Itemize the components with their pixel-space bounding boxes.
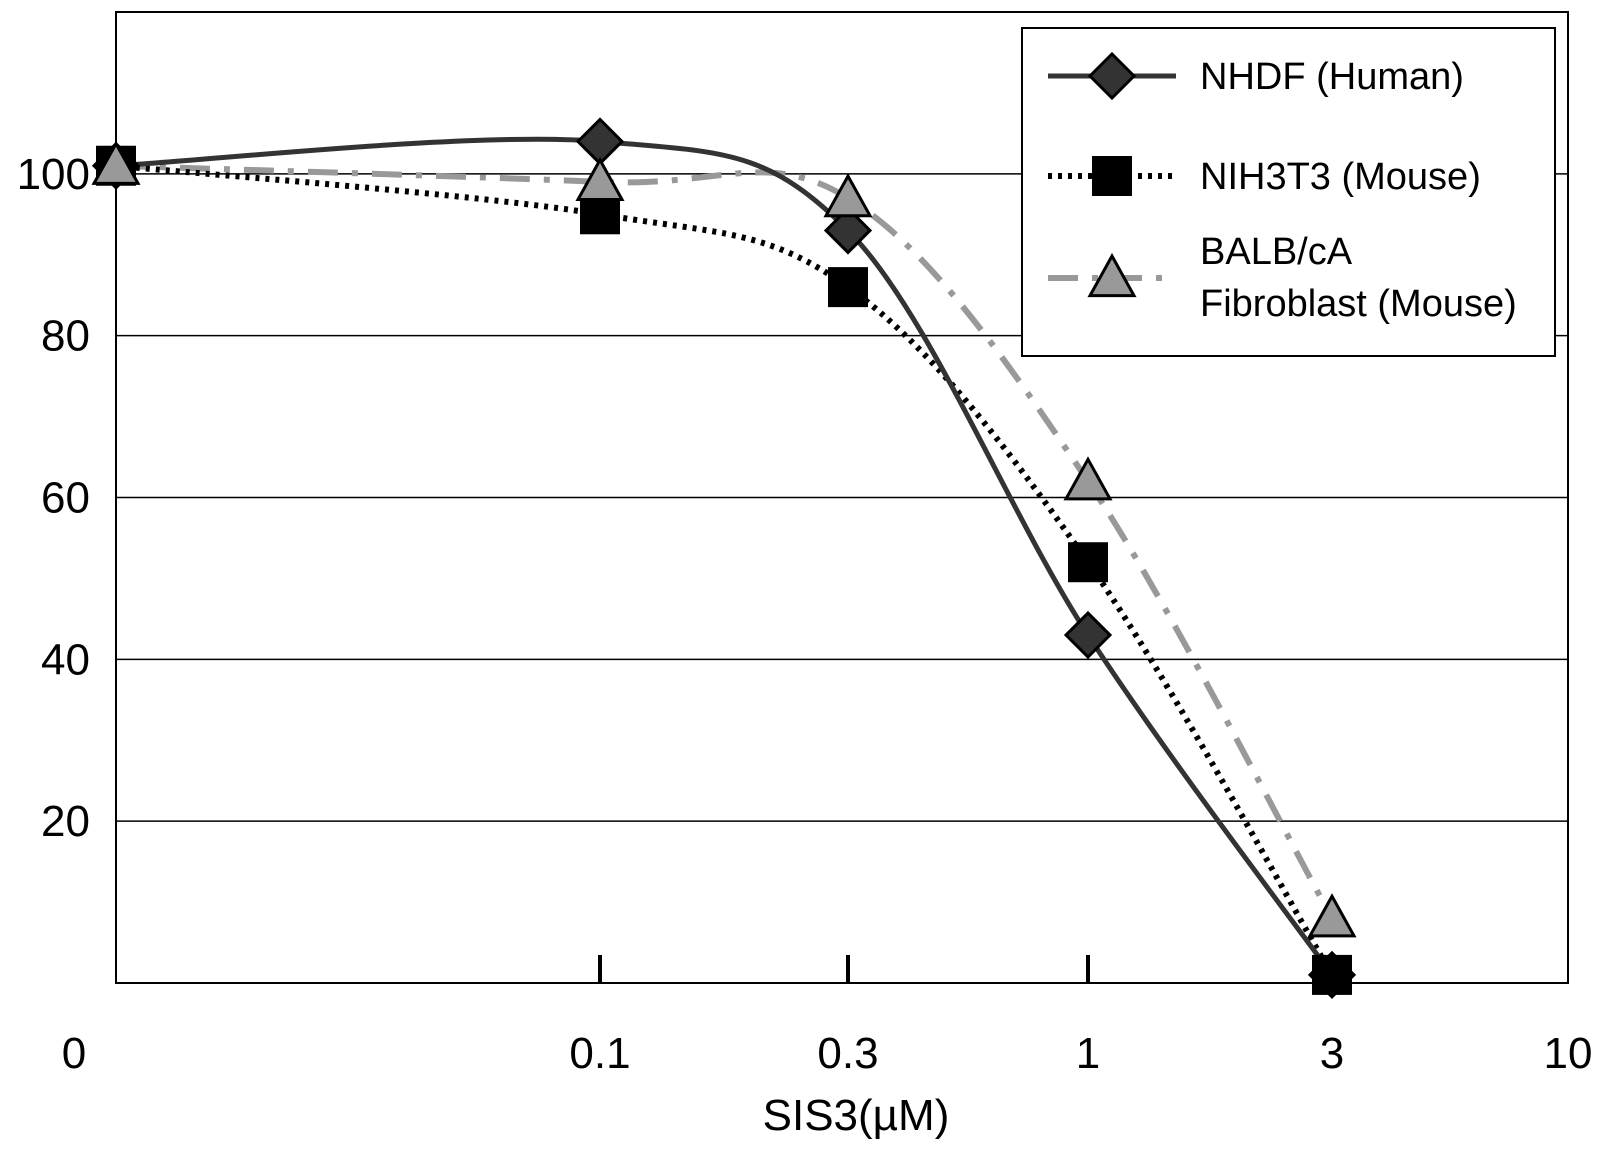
data-point	[823, 173, 873, 218]
legend-marker	[1087, 252, 1137, 298]
x-tick-label: 0	[62, 1029, 86, 1078]
y-tick-label: 60	[41, 474, 90, 523]
x-tick-label: 1	[1076, 1029, 1100, 1078]
y-axis-tick-labels: 20 40 60 80 100	[17, 150, 90, 846]
data-point	[823, 206, 873, 255]
legend: NHDF (Human) NIH3T3 (Mouse) BALB/cA Fibrobl…	[1021, 27, 1556, 357]
y-tick-label: 100	[17, 150, 90, 199]
x-tick-label: 10	[1544, 1029, 1593, 1078]
data-point	[1063, 456, 1113, 501]
series-line	[115, 162, 1335, 977]
legend-label: BALB/cA	[1200, 231, 1353, 273]
legend-label: NHDF (Human)	[1200, 56, 1464, 98]
x-axis-title: SIS3(µM)	[763, 1091, 950, 1140]
y-tick-label: 80	[41, 312, 90, 361]
data-point	[1312, 954, 1352, 995]
x-tick-label: 3	[1320, 1029, 1344, 1078]
x-axis-tick-labels: 0 0.1 0.3 1 3 10	[62, 1029, 1593, 1078]
data-point	[1307, 893, 1357, 938]
legend-marker	[1087, 51, 1137, 101]
plot-area	[115, 11, 1569, 984]
data-point	[828, 267, 868, 308]
y-tick-label: 40	[41, 635, 90, 684]
data-point	[1068, 542, 1108, 583]
x-axis-ticks	[598, 955, 1334, 983]
legend-label: NIH3T3 (Mouse)	[1200, 156, 1481, 198]
legend-marker	[1092, 156, 1132, 196]
y-tick-label: 20	[41, 797, 90, 846]
data-point	[91, 140, 141, 185]
data-point	[575, 156, 625, 202]
x-tick-label: 0.3	[817, 1029, 878, 1078]
x-tick-label: 0.1	[569, 1029, 630, 1078]
legend-label: Fibroblast (Mouse)	[1200, 283, 1517, 325]
data-point	[1063, 610, 1113, 660]
series-markers	[91, 117, 1357, 1000]
